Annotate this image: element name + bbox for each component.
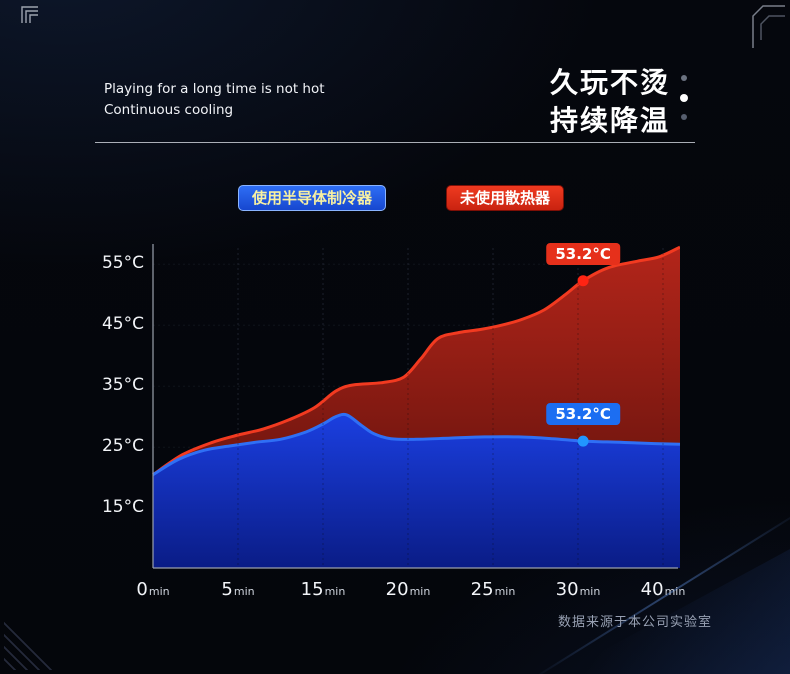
page-title: 久玩不烫 持续降温 (550, 64, 670, 140)
x-tick-unit: min (494, 585, 516, 598)
x-tick-unit: min (664, 585, 686, 598)
x-tick: 25min (471, 579, 516, 600)
title-line-1: 久玩不烫 (549, 66, 670, 99)
y-tick-label: 35°C (101, 375, 144, 396)
temperature-area-chart (152, 244, 680, 569)
x-tick-number: 30 (555, 579, 579, 600)
blue-value-badge: 53.2°C (546, 403, 620, 426)
x-tick-unit: min (409, 585, 431, 598)
y-tick-label: 15°C (101, 497, 144, 518)
title-dot-icon (681, 114, 687, 120)
x-tick-number: 5 (221, 579, 233, 600)
x-tick-unit: min (233, 585, 255, 598)
x-tick-unit: min (148, 585, 170, 598)
x-tick-number: 0 (136, 579, 148, 600)
x-tick: 20min (386, 579, 431, 600)
x-tick: 0min (136, 579, 169, 600)
x-tick: 40min (641, 579, 686, 600)
corner-ornament-top-right-icon (752, 5, 785, 48)
header-divider (95, 142, 695, 143)
x-tick-number: 25 (470, 579, 494, 600)
legend-badge-semiconductor-cooler: 使用半导体制冷器 (238, 185, 387, 211)
data-source-note: 数据来源于本公司实验室 (557, 615, 712, 630)
corner-ornament-top-left-icon (21, 6, 38, 23)
x-tick: 5min (221, 579, 254, 600)
x-tick-unit: min (579, 585, 601, 598)
corner-hatch-decoration (4, 617, 57, 670)
x-tick: 30min (556, 579, 601, 600)
y-tick-label: 45°C (101, 314, 144, 335)
title-dot-icon (680, 94, 688, 102)
y-tick-label: 25°C (101, 436, 144, 457)
x-tick-number: 15 (300, 579, 324, 600)
title-dot-icon (681, 75, 687, 81)
x-tick-unit: min (324, 585, 346, 598)
x-tick-number: 40 (640, 579, 664, 600)
title-line-2: 持续降温 (549, 104, 670, 137)
legend-badge-no-heatsink: 未使用散热器 (446, 185, 565, 211)
subtitle-english: Playing for a long time is not hot Conti… (104, 79, 325, 121)
subtitle-line-2: Continuous cooling (104, 102, 234, 118)
red-value-badge: 53.2°C (546, 242, 620, 265)
y-tick-label: 55°C (101, 253, 144, 274)
x-tick: 15min (301, 579, 346, 600)
x-tick-number: 20 (385, 579, 409, 600)
subtitle-line-1: Playing for a long time is not hot (104, 81, 325, 97)
